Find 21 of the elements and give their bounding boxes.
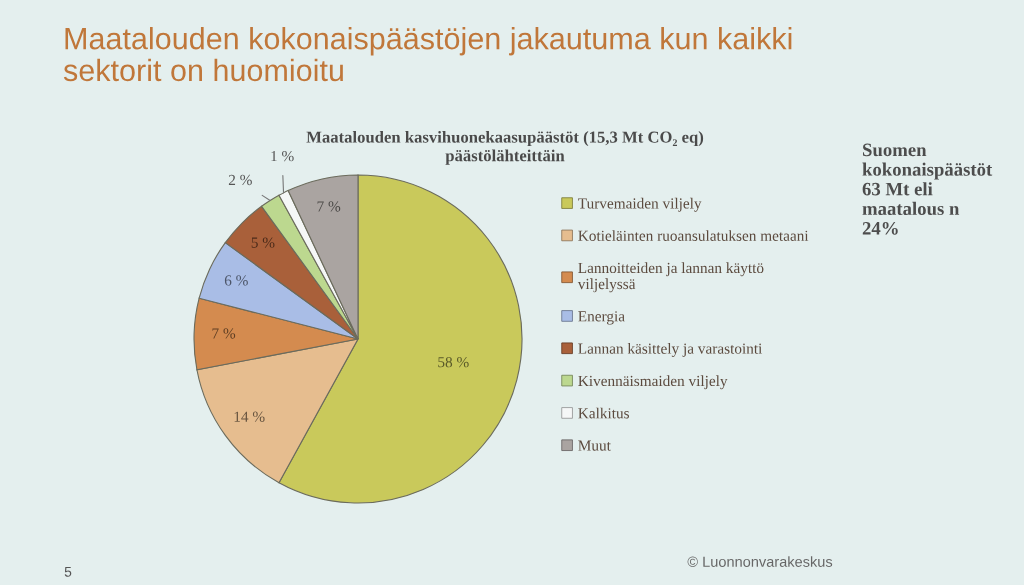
legend-label: Turvemaiden viljely [578, 197, 702, 212]
legend-label: Lannoitteiden ja lannan käyttö viljelyssä [577, 262, 764, 293]
text: Suomen kokonaispäästöt 63 Mt eli maatalous n 24% [862, 143, 993, 235]
legend-label: Lannan käsittely ja varastointi [578, 343, 763, 357]
data-label: 14 % [234, 411, 265, 422]
data-label: 5 % [251, 237, 275, 248]
data-label: 1 % [271, 150, 294, 162]
data-label: 7 % [317, 201, 341, 212]
data-label: 2 % [228, 174, 252, 186]
legend-label: Kalkitus [578, 407, 630, 419]
legend-label: Energia [578, 311, 625, 325]
data-label: 6 % [224, 275, 248, 286]
data-label: 7 % [212, 328, 236, 339]
chart-subtitle: Maatalouden kasvihuonekaasupäästöt (15,3 Mt CO₂ eq) päästölähteittäin [306, 131, 704, 165]
chart-title: Maatalouden kokonaispäästöjen jakautuma kun kaikki sektorit on huomioitu [63, 27, 792, 82]
text: © Luonnonvarakeskus [687, 556, 833, 567]
data-label: 58 % [438, 356, 469, 368]
legend-label: Kotieläinten ruoansulatuksen metaani [578, 230, 809, 241]
legend-label: Muut [578, 440, 611, 451]
legend-label: Kivennäismaiden viljely [578, 375, 728, 390]
text: 5 [64, 567, 72, 577]
